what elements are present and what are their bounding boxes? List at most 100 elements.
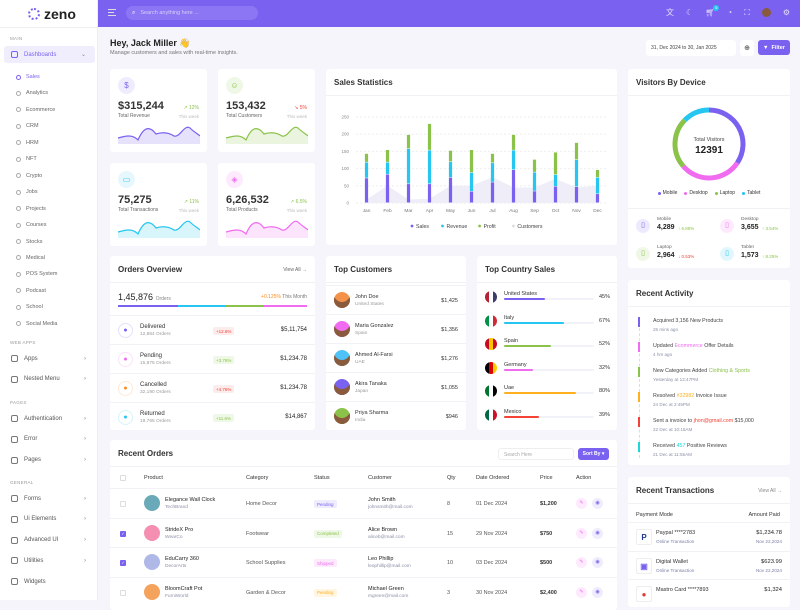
transaction-row[interactable]: ▣ Digital Wallet Online Transaction $623.99… bbox=[628, 550, 790, 580]
sidebar-item-nested-menu[interactable]: Nested Menu › bbox=[4, 371, 95, 388]
menu-toggle-icon[interactable] bbox=[108, 9, 116, 16]
customer-row[interactable]: Maria Gonzalez Spain $1,356 bbox=[326, 314, 466, 343]
date-ordered: 30 Nov 2024 bbox=[476, 589, 508, 596]
sidebar-item-forms[interactable]: Forms › bbox=[4, 490, 95, 507]
sidebar-subitem-crypto[interactable]: Crypto bbox=[16, 173, 42, 179]
view-button[interactable]: ◉ bbox=[592, 498, 603, 509]
row-checkbox[interactable] bbox=[120, 501, 126, 507]
sidebar-subitem-jobs[interactable]: Jobs bbox=[16, 189, 38, 195]
customer-name: Akira Tanaka bbox=[355, 381, 387, 387]
order-status-row: ● Returned 19,765 Orders +11.6% $14,867 bbox=[110, 402, 315, 431]
ui-elements-icon bbox=[11, 515, 18, 523]
orders-search-input[interactable]: Search Here bbox=[498, 448, 574, 460]
download-button[interactable]: ⊕ bbox=[740, 40, 754, 56]
logo[interactable]: zeno bbox=[28, 6, 76, 22]
sidebar-subitem-nft[interactable]: NFT bbox=[16, 156, 37, 162]
activity-highlight[interactable]: Clothing & Sports bbox=[708, 368, 750, 374]
sort-by-button[interactable]: Sort By ▾ bbox=[578, 448, 609, 460]
sidebar-subitem-courses[interactable]: Courses bbox=[16, 222, 46, 228]
view-all-link[interactable]: View All → bbox=[283, 267, 307, 273]
view-button[interactable]: ◉ bbox=[592, 557, 603, 568]
sidebar-item-utilities[interactable]: Utilities › bbox=[4, 552, 95, 569]
filter-button[interactable]: ▼ Filter bbox=[758, 40, 790, 55]
view-button[interactable]: ◉ bbox=[592, 527, 603, 539]
sidebar-item-ui-elements[interactable]: Ui Elements › bbox=[4, 511, 95, 528]
cart-icon[interactable]: 🛒︎ 5 bbox=[705, 5, 720, 17]
customer-row[interactable]: John Doe United States $1,425 bbox=[326, 285, 466, 314]
transaction-row[interactable]: P Paypal ****2783 Online Transaction $1,234… bbox=[628, 522, 790, 551]
moon-icon[interactable]: ☾ bbox=[686, 8, 694, 17]
status-badge: Pending bbox=[314, 500, 337, 508]
customer-row[interactable]: Akira Tanaka Japan $1,055 bbox=[326, 372, 466, 401]
edit-button[interactable]: ✎ bbox=[576, 557, 587, 568]
table-row[interactable]: ✓ EduCarry 360 DecorArts School Supplies Shi… bbox=[110, 547, 617, 577]
order-status-amount: $5,11,754 bbox=[280, 327, 307, 333]
gear-icon[interactable]: ⚙ bbox=[782, 8, 790, 17]
sidebar-subitem-social-media[interactable]: Social Media bbox=[16, 321, 58, 327]
product-brand: WearCo bbox=[165, 534, 183, 540]
sidebar-item-authentication[interactable]: Authentication › bbox=[4, 410, 95, 427]
customer-amount: $1,055 bbox=[441, 385, 458, 391]
sidebar-subitem-sales[interactable]: Sales bbox=[16, 74, 40, 80]
bar-sales bbox=[511, 169, 516, 203]
country-percent: 67% bbox=[598, 317, 610, 324]
sidebar-subitem-stocks[interactable]: Stocks bbox=[16, 239, 43, 245]
row-checkbox[interactable]: ✓ bbox=[120, 560, 126, 566]
table-row[interactable]: BloomCraft Pot FurniWorld Garden & Decor Pe… bbox=[110, 576, 617, 607]
activity-highlight[interactable]: jhon@gmail.com bbox=[693, 418, 734, 424]
sidebar-subitem-crm[interactable]: CRM bbox=[16, 123, 39, 129]
sidebar-subitem-podcast[interactable]: Podcast bbox=[16, 288, 46, 294]
avatar[interactable] bbox=[761, 8, 771, 17]
x-tick-label: Feb bbox=[383, 208, 392, 214]
bell-icon[interactable]: ◔ bbox=[727, 8, 733, 17]
view-all-link[interactable]: View All → bbox=[758, 488, 782, 494]
sidebar-subitem-analytics[interactable]: Analytics bbox=[16, 90, 48, 96]
table-row[interactable]: Elegance Wall Clock TechBrand Home Decor Pe… bbox=[110, 488, 617, 518]
table-row[interactable]: ✓ StrideX Pro WearCo Footwear Completed Alice… bbox=[110, 517, 617, 548]
edit-button[interactable]: ✎ bbox=[576, 527, 587, 539]
activity-text-pre: Updated bbox=[653, 343, 675, 349]
edit-button[interactable]: ✎ bbox=[576, 498, 587, 509]
pending-icon: ● bbox=[118, 352, 133, 367]
order-status-amount: $14,867 bbox=[285, 414, 307, 420]
sidebar-subitem-school[interactable]: School bbox=[16, 304, 43, 310]
flag-italy-icon bbox=[485, 314, 497, 327]
legend-label: Mobile bbox=[662, 190, 678, 196]
row-checkbox[interactable]: ✓ bbox=[120, 530, 126, 537]
select-all-checkbox[interactable] bbox=[120, 475, 126, 481]
status-badge: Completed bbox=[314, 529, 342, 538]
timeline-line bbox=[639, 318, 640, 458]
sidebar-item-apps[interactable]: Apps › bbox=[4, 350, 95, 367]
customer-row[interactable]: Ahmed Al-Farsi UAE $1,276 bbox=[326, 343, 466, 372]
legend-item: Mobile bbox=[657, 190, 678, 196]
country-progress-fill bbox=[504, 298, 545, 300]
edit-button[interactable]: ✎ bbox=[576, 586, 587, 598]
activity-highlight[interactable]: Ecommerce bbox=[674, 343, 703, 349]
page-subtitle: Manage customers and sales with real-tim… bbox=[110, 50, 238, 56]
order-status-name: Cancelled bbox=[140, 382, 167, 388]
date-range-picker[interactable]: 31, Dec 2024 to 30, Jan 2025 bbox=[646, 40, 736, 56]
search-input[interactable]: ⌕ Search anything here ... bbox=[126, 6, 258, 20]
activity-highlight[interactable]: #32982 bbox=[676, 393, 695, 399]
forms-icon bbox=[11, 495, 18, 502]
sidebar-item-error[interactable]: Error › bbox=[4, 431, 95, 448]
sidebar-subitem-hrm[interactable]: HRM bbox=[16, 140, 39, 146]
sidebar-item-advanced-ui[interactable]: Advanced UI › bbox=[4, 532, 95, 549]
sidebar-item-pages[interactable]: Pages › bbox=[4, 452, 95, 469]
customer-row[interactable]: Priya Sharma India $946 bbox=[326, 401, 466, 430]
country-progress-bar bbox=[504, 415, 594, 418]
transaction-row[interactable]: ● Mastro Card ****7893 $1,324 bbox=[628, 579, 790, 608]
sidebar-subitem-projects[interactable]: Projects bbox=[16, 206, 46, 212]
sidebar-item-dashboards[interactable]: Dashboards ⌄ bbox=[4, 46, 95, 63]
sidebar-subitem-ecommerce[interactable]: Ecommerce bbox=[16, 107, 55, 113]
sidebar-item-widgets[interactable]: Widgets bbox=[4, 573, 95, 590]
row-checkbox[interactable] bbox=[120, 589, 126, 596]
card-title: Top Customers bbox=[334, 265, 393, 274]
translate-icon[interactable]: 文 bbox=[666, 8, 675, 17]
activity-highlight[interactable]: 457 bbox=[676, 443, 686, 449]
fullscreen-icon[interactable]: ⛶ bbox=[744, 7, 750, 17]
view-button[interactable]: ◉ bbox=[592, 586, 603, 598]
country-percent: 32% bbox=[598, 364, 610, 371]
sidebar-subitem-medical[interactable]: Medical bbox=[16, 255, 45, 261]
sidebar-subitem-pos-system[interactable]: POS System bbox=[16, 271, 57, 277]
